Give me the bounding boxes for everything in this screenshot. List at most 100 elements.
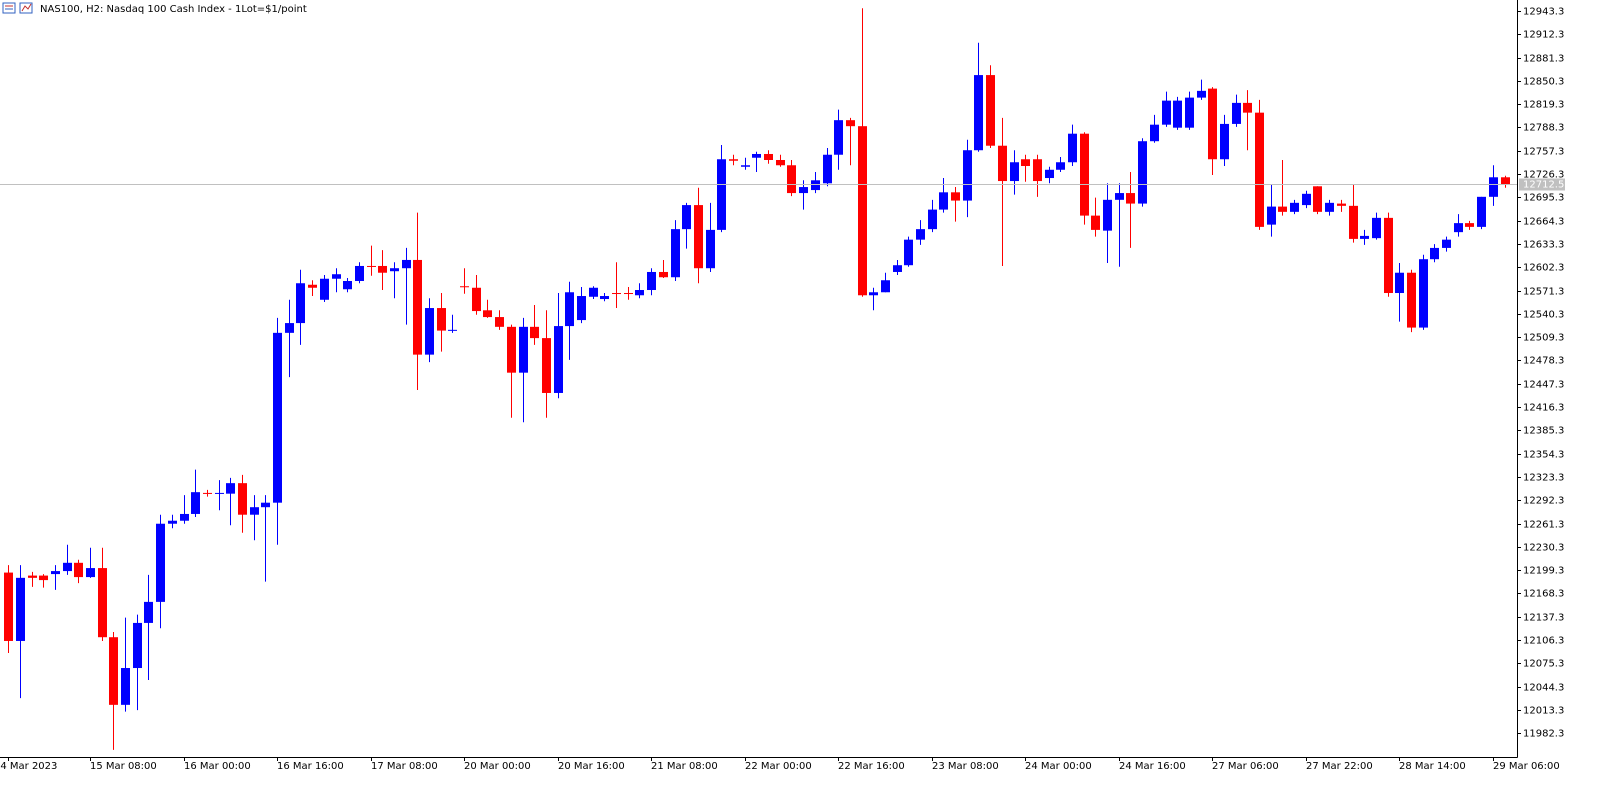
- candle-body: [156, 523, 165, 602]
- y-tick-label: 12447.3: [1523, 380, 1564, 391]
- candle-body: [1267, 206, 1276, 225]
- candle-body: [577, 296, 586, 321]
- candle-body: [1419, 259, 1428, 328]
- candle-body: [238, 483, 247, 515]
- y-tick-label: 12540.3: [1523, 310, 1564, 321]
- candle-body: [1325, 202, 1334, 212]
- candle-body: [191, 492, 200, 514]
- candle-body: [1489, 177, 1498, 197]
- candle-body: [250, 507, 259, 515]
- y-tick-label: 11982.3: [1523, 729, 1564, 740]
- candle-body: [811, 180, 820, 191]
- candle-body: [74, 562, 83, 578]
- x-tick-label: 27 Mar 22:00: [1306, 761, 1373, 772]
- candle-body: [495, 317, 504, 327]
- candle-body: [939, 192, 948, 210]
- candle-body: [1080, 133, 1089, 216]
- candle-body: [226, 483, 235, 494]
- y-tick-label: 12199.3: [1523, 566, 1564, 577]
- candle-body: [565, 292, 574, 327]
- x-tick-label: 24 Mar 00:00: [1025, 761, 1092, 772]
- candle-body: [1197, 90, 1206, 98]
- candle-body: [367, 265, 376, 267]
- candle-body: [1430, 247, 1439, 260]
- candle-body: [846, 120, 855, 127]
- candle-body: [671, 229, 680, 278]
- candle-body: [823, 154, 832, 184]
- candle-body: [1313, 186, 1322, 212]
- y-tick-label: 12137.3: [1523, 613, 1564, 624]
- candle-body: [554, 326, 563, 393]
- candle-body: [86, 568, 95, 578]
- y-tick-label: 12075.3: [1523, 659, 1564, 670]
- candle-body: [180, 513, 189, 521]
- candle-body: [425, 308, 434, 355]
- candle-body: [1208, 88, 1217, 160]
- candle-body: [285, 323, 294, 333]
- candle-body: [28, 575, 37, 578]
- candle-body: [63, 562, 72, 572]
- x-tick-label: 22 Mar 00:00: [745, 761, 812, 772]
- y-tick-label: 12385.3: [1523, 426, 1564, 437]
- candle-body: [1068, 133, 1077, 163]
- candle-body: [308, 284, 317, 288]
- y-tick-label: 12695.3: [1523, 193, 1564, 204]
- candle-body: [203, 492, 212, 494]
- candle-body: [121, 668, 130, 705]
- candle-body: [1138, 141, 1147, 204]
- y-tick-label: 12168.3: [1523, 589, 1564, 600]
- candle-body: [998, 145, 1007, 182]
- x-tick-label: 16 Mar 16:00: [277, 761, 344, 772]
- candle-body: [1162, 100, 1171, 125]
- candle-body: [1372, 217, 1381, 239]
- candle-body: [133, 622, 142, 669]
- candle-body: [589, 287, 598, 297]
- candle-body: [1442, 239, 1451, 248]
- y-tick-label: 12261.3: [1523, 520, 1564, 531]
- candle-body: [507, 326, 516, 373]
- candle-body: [1173, 100, 1182, 128]
- y-tick-label: 12602.3: [1523, 263, 1564, 274]
- candle-body: [635, 290, 644, 296]
- candle-body: [109, 637, 118, 705]
- chart-icon: [2, 2, 16, 14]
- x-tick-label: 20 Mar 00:00: [464, 761, 531, 772]
- y-tick-label: 12726.3: [1523, 170, 1564, 181]
- candle-body: [1384, 217, 1393, 294]
- candle-body: [1010, 162, 1019, 182]
- candle-body: [1126, 193, 1135, 204]
- candle-body: [752, 153, 761, 158]
- candle-body: [1465, 223, 1474, 227]
- chart-icon-line: [21, 3, 32, 12]
- candle-body: [963, 150, 972, 201]
- candle-body: [355, 265, 364, 281]
- candle-body: [343, 280, 352, 290]
- candle-body: [729, 159, 738, 161]
- candle-body: [1477, 196, 1486, 227]
- candle-body: [893, 265, 902, 272]
- candle-body: [1091, 215, 1100, 230]
- chart-icon: [19, 2, 33, 14]
- candle-body: [273, 332, 282, 503]
- candle-body: [542, 338, 551, 393]
- candle-body: [928, 209, 937, 230]
- candle-body: [916, 229, 925, 240]
- candle-body: [717, 159, 726, 230]
- current-price-label: 12712.5: [1523, 180, 1564, 191]
- candle-body: [1302, 193, 1311, 206]
- candle-body: [460, 286, 469, 288]
- y-tick-label: 12013.3: [1523, 706, 1564, 717]
- candle-body: [215, 492, 224, 494]
- y-tick-label: 12943.3: [1523, 7, 1564, 18]
- candle-body: [472, 287, 481, 312]
- candle-body: [519, 326, 528, 373]
- candle-body: [600, 296, 609, 300]
- y-tick-label: 12819.3: [1523, 100, 1564, 111]
- y-tick-label: 12044.3: [1523, 683, 1564, 694]
- candle-body: [1278, 206, 1287, 212]
- x-tick-label: 14 Mar 2023: [0, 761, 57, 772]
- candle-body: [261, 502, 270, 508]
- candle-body: [483, 310, 492, 318]
- candle-body: [1501, 177, 1510, 185]
